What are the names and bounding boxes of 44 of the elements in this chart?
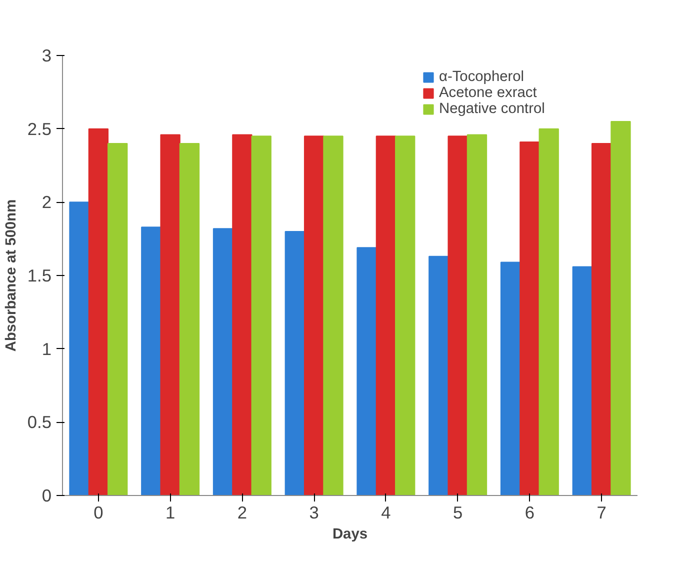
bar bbox=[591, 143, 612, 496]
y-tick-label: 0.5 bbox=[27, 412, 52, 432]
x-tick-label: 4 bbox=[381, 502, 392, 522]
x-tick-label: 2 bbox=[237, 502, 248, 522]
x-tick-label: 1 bbox=[165, 502, 176, 522]
y-tick-label: 1.5 bbox=[27, 266, 52, 286]
y-tick-label: 1 bbox=[42, 338, 52, 359]
bar bbox=[466, 134, 488, 496]
legend-label: Acetone exract bbox=[439, 85, 537, 101]
legend-label: Negative control bbox=[439, 101, 545, 117]
bar bbox=[376, 136, 396, 496]
bar bbox=[395, 136, 416, 496]
x-tick-label: 6 bbox=[524, 502, 535, 522]
bar bbox=[610, 121, 631, 496]
x-tick-label: 0 bbox=[94, 502, 104, 522]
bar bbox=[69, 202, 90, 496]
bar bbox=[88, 128, 109, 496]
bar bbox=[356, 247, 377, 496]
y-tick-label: 0 bbox=[42, 486, 52, 506]
bar bbox=[500, 262, 521, 496]
bar bbox=[428, 256, 449, 496]
x-tick-label: 5 bbox=[452, 502, 463, 522]
bar bbox=[179, 143, 200, 496]
y-tick-label: 2 bbox=[42, 192, 52, 212]
bar bbox=[160, 134, 180, 496]
bar bbox=[304, 136, 324, 496]
bar bbox=[212, 228, 234, 496]
bar bbox=[108, 143, 128, 496]
bar bbox=[520, 142, 540, 496]
bar bbox=[538, 128, 559, 496]
x-axis-title: Days bbox=[332, 526, 368, 542]
y-axis-title: Absorbance at 500nm bbox=[3, 199, 20, 352]
x-tick-label: 7 bbox=[596, 502, 606, 522]
legend-label: α-Tocopherol bbox=[439, 69, 524, 85]
bar bbox=[232, 134, 252, 496]
y-tick-label: 3 bbox=[42, 46, 52, 66]
x-tick-label: 3 bbox=[309, 502, 319, 522]
bar bbox=[251, 136, 272, 496]
bar bbox=[572, 266, 592, 496]
bar bbox=[323, 136, 344, 496]
bar bbox=[448, 136, 468, 496]
bar bbox=[141, 226, 162, 496]
y-tick-label: 2.5 bbox=[27, 118, 52, 139]
bar bbox=[284, 231, 305, 496]
